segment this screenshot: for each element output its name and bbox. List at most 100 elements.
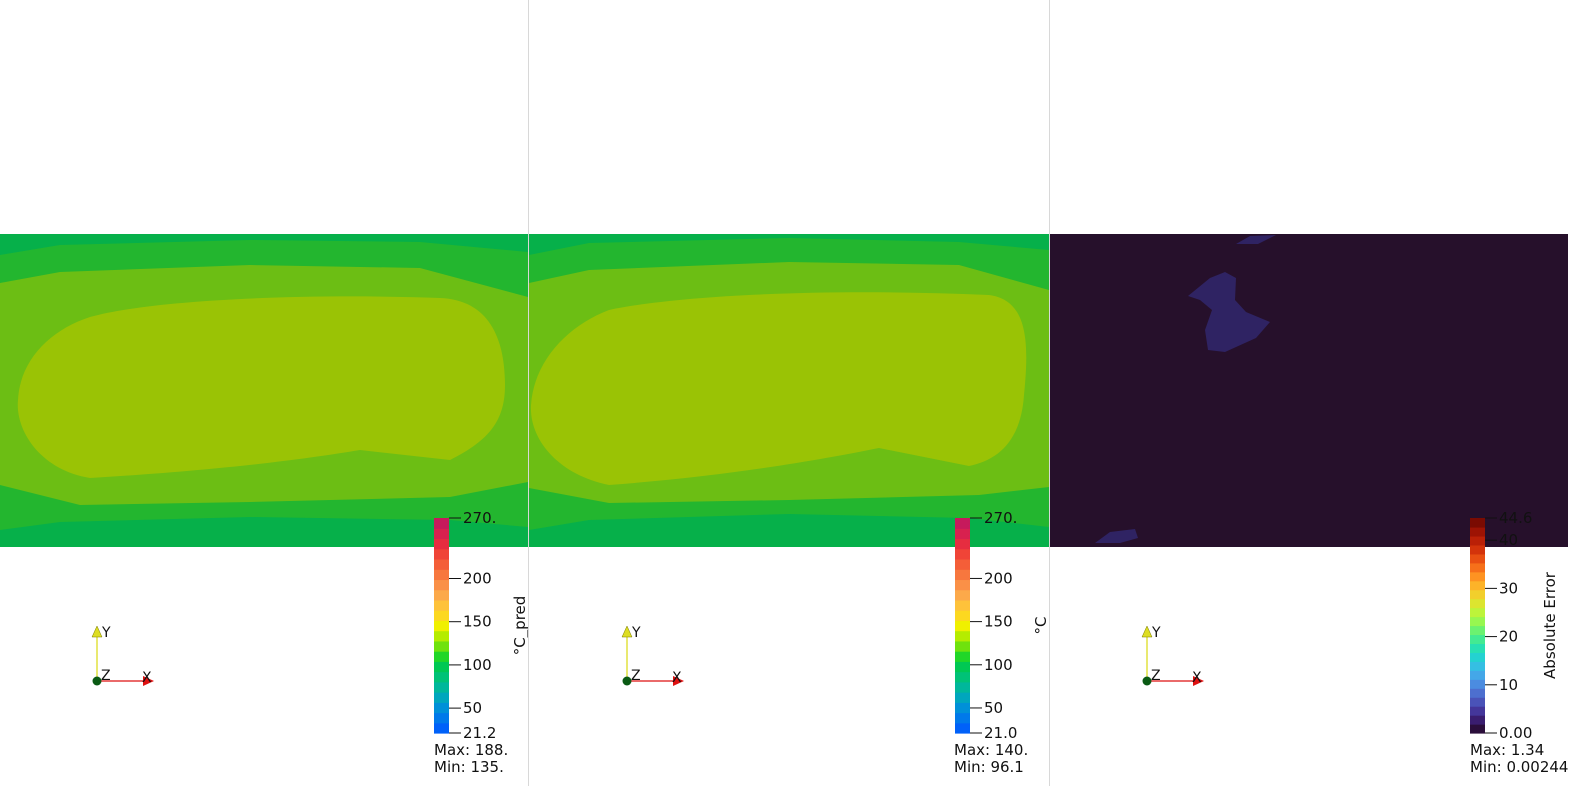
colorbar-swatch: [434, 630, 449, 642]
y-axis-arrow-icon: [1141, 625, 1153, 638]
colorbar-swatch: [1470, 724, 1485, 734]
colorbar-swatch: [1470, 535, 1485, 546]
colorbar-swatch: [955, 599, 970, 611]
y-axis-arrow-icon: [91, 625, 103, 638]
colorbar-tick-label: 40: [1499, 531, 1518, 549]
colorbar-tick-label: 200: [463, 569, 492, 587]
colorbar-swatch: [955, 651, 970, 662]
colorbar-swatch: [434, 702, 449, 714]
colorbar-swatch: [434, 589, 449, 601]
x-axis-label: X: [1192, 670, 1202, 686]
colorbar-swatch: [955, 610, 970, 621]
colorbar-swatch: [1470, 589, 1485, 600]
colorbar-swatch: [434, 671, 449, 683]
data-range-max: Max: 140.: [954, 741, 1029, 759]
colorbar-swatch: [955, 630, 970, 642]
colorbar-swatch: [1470, 526, 1485, 537]
colorbar-swatch: [955, 671, 970, 683]
colorbar-swatch: [434, 569, 449, 581]
colorbar-swatch: [955, 661, 970, 673]
temperature-field-pred: 270. 200 150 100 50 21.2 °C_pred Y Z X: [0, 234, 528, 742]
colorbar-swatch: [955, 558, 970, 570]
colorbar-swatch: [955, 640, 970, 652]
colorbar-swatch: [1470, 688, 1485, 698]
data-range-max: Max: 188.: [434, 741, 509, 759]
colorbar-tick-label: 50: [984, 699, 1003, 717]
colorbar-tick-label: 150: [984, 613, 1013, 631]
data-range-min: Min: 0.00244: [1470, 758, 1569, 776]
orientation-axes: Y Z X: [621, 625, 684, 686]
colorbar-title: Absolute Error: [1541, 571, 1559, 679]
colorbar-swatch: [1470, 670, 1485, 680]
colorbar-swatch: [434, 610, 449, 621]
y-axis-arrow-icon: [621, 625, 633, 638]
colorbar-tick-label: 30: [1499, 579, 1518, 597]
colorbar-swatch: [434, 712, 449, 724]
data-range-min: Min: 96.1: [954, 758, 1024, 776]
render-view-pred[interactable]: 270. 200 150 100 50 21.2 °C_pred Y Z X Max: 18…: [0, 0, 528, 786]
x-axis-label: X: [142, 670, 152, 686]
colorbar-max-label: 270.: [463, 509, 496, 527]
colorbar-min-label: 0.00: [1499, 724, 1532, 742]
x-axis-arrow-icon: [1193, 676, 1204, 686]
view-divider-1[interactable]: [528, 0, 529, 786]
colorbar-swatch: [955, 692, 970, 703]
error-blob-bottom: [1095, 529, 1138, 543]
field-band-core: [17, 296, 506, 478]
colorbar-swatch: [1470, 562, 1485, 573]
colorbar-title: °C_pred: [511, 596, 528, 656]
colorbar-swatch: [1470, 616, 1485, 627]
data-range-max: Max: 1.34: [1470, 741, 1545, 759]
colorbar-max-label: 270.: [984, 509, 1017, 527]
colorbar-swatch: [434, 538, 449, 550]
colorbar-swatch: [1470, 553, 1485, 564]
data-range-min: Min: 135.: [434, 758, 504, 776]
z-axis-label: Z: [631, 668, 641, 684]
error-blob-center: [1188, 272, 1270, 352]
error-field: 44.6 40 30 20 10 0.00 Absolute Error Y Z X: [1050, 234, 1568, 742]
colorbar-swatch: [434, 640, 449, 652]
colorbar-tick-label: 100: [463, 656, 492, 674]
colorbar-title: °C: [1032, 617, 1049, 635]
colorbar-swatch: [434, 661, 449, 673]
colorbar-swatch: [434, 548, 449, 560]
view-divider-2[interactable]: [1049, 0, 1050, 786]
error-blob-top: [1236, 235, 1276, 244]
colorbar-swatch: [434, 599, 449, 611]
field-band-core: [530, 292, 1027, 485]
colorbar-swatch: [434, 528, 449, 540]
colorbar: 44.6 40 30 20 10 0.00 Absolute Error: [1470, 509, 1559, 742]
colorbar-tick-label: 100: [984, 656, 1013, 674]
colorbar-tick-label: 150: [463, 613, 492, 631]
colorbar-swatch: [955, 548, 970, 560]
colorbar-tick-label: 10: [1499, 676, 1518, 694]
z-axis-dot: [1142, 676, 1152, 686]
colorbar-swatch: [1470, 652, 1485, 662]
colorbar-swatch: [434, 651, 449, 662]
colorbar-tick-label: 200: [984, 569, 1013, 587]
colorbar-swatch: [1470, 625, 1485, 636]
orientation-axes: Y Z X: [91, 625, 154, 686]
z-axis-dot: [622, 676, 632, 686]
colorbar-min-label: 21.0: [984, 724, 1017, 742]
colorbar-swatch: [955, 569, 970, 581]
colorbar: 270. 200 150 100 50 21.2 °C_pred: [434, 509, 528, 742]
render-view-truth[interactable]: 270. 200 150 100 50 21.0 °C Y Z X Max: 140. Mi…: [529, 0, 1049, 786]
colorbar-swatch: [434, 722, 449, 734]
colorbar-swatch: [1470, 715, 1485, 725]
colorbar-swatch: [955, 702, 970, 714]
colorbar-swatch: [434, 579, 449, 591]
orientation-axes: Y Z X: [1141, 625, 1204, 686]
colorbar-max-label: 44.6: [1499, 509, 1532, 527]
colorbar-swatch: [434, 620, 449, 632]
colorbar-swatch: [1470, 607, 1485, 618]
colorbar-swatch: [1470, 598, 1485, 609]
temperature-field-truth: 270. 200 150 100 50 21.0 °C Y Z X: [529, 234, 1049, 742]
colorbar-swatch: [955, 528, 970, 540]
colorbar: 270. 200 150 100 50 21.0 °C: [955, 509, 1049, 742]
colorbar-swatch: [955, 712, 970, 724]
y-axis-label: Y: [101, 625, 111, 641]
y-axis-label: Y: [631, 625, 641, 641]
colorbar-swatch: [434, 518, 449, 529]
render-view-error[interactable]: 44.6 40 30 20 10 0.00 Absolute Error Y Z X Max…: [1050, 0, 1582, 786]
